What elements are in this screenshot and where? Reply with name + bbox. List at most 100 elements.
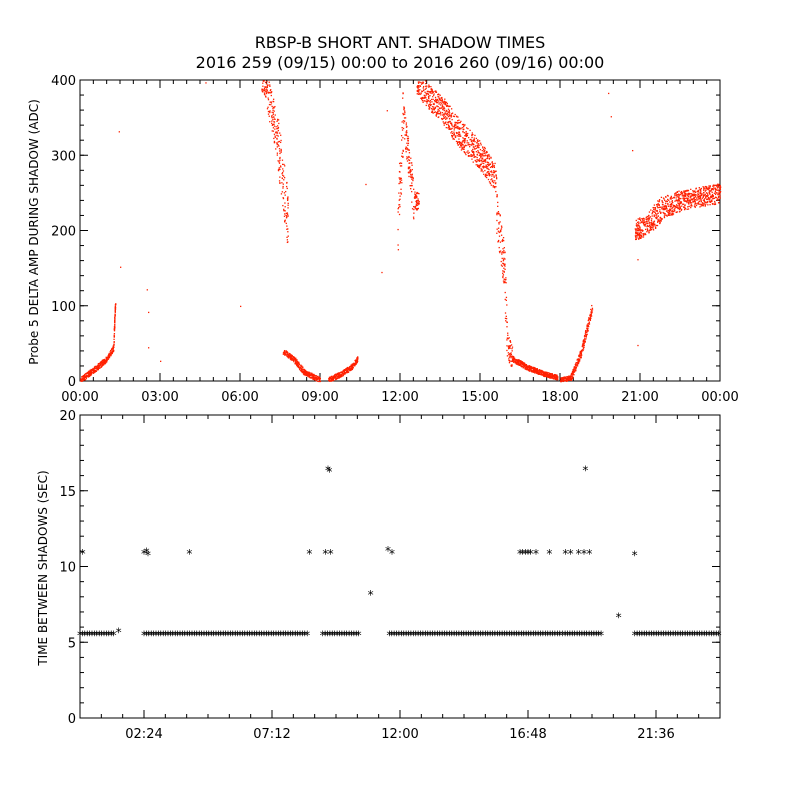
data-point xyxy=(101,364,103,366)
data-point xyxy=(671,213,673,215)
data-point xyxy=(718,187,721,189)
data-point xyxy=(279,152,281,155)
data-point xyxy=(674,194,676,196)
data-point xyxy=(98,367,100,369)
data-point: * xyxy=(237,629,243,643)
data-point xyxy=(109,354,111,356)
data-point xyxy=(94,367,96,370)
data-point xyxy=(402,149,404,152)
data-point xyxy=(578,354,580,356)
data-point xyxy=(638,218,641,220)
data-point: * xyxy=(242,629,248,643)
data-point xyxy=(544,371,546,373)
data-point: * xyxy=(550,629,556,643)
data-point: * xyxy=(215,629,221,643)
data-point xyxy=(476,156,478,159)
data-point xyxy=(565,380,568,382)
data-point xyxy=(289,356,291,358)
data-point: * xyxy=(336,629,342,643)
data-point: * xyxy=(170,629,176,643)
data-point xyxy=(636,224,639,226)
data-point xyxy=(485,164,487,166)
data-point xyxy=(268,103,271,106)
data-point xyxy=(510,354,513,356)
data-point xyxy=(85,377,87,379)
data-point xyxy=(450,132,452,134)
data-point xyxy=(583,342,585,345)
data-point xyxy=(688,205,690,208)
data-point xyxy=(654,223,656,226)
data-point xyxy=(580,352,583,355)
data-point xyxy=(690,188,692,190)
data-point xyxy=(283,163,285,166)
data-point xyxy=(416,200,419,202)
data-point xyxy=(546,376,548,378)
data-point xyxy=(271,91,273,93)
data-point: * xyxy=(449,629,455,643)
data-point xyxy=(712,195,714,197)
data-point xyxy=(672,206,674,208)
data-point xyxy=(459,143,461,145)
data-point xyxy=(657,207,659,209)
data-point xyxy=(283,210,285,212)
data-point xyxy=(487,155,489,157)
data-point xyxy=(704,186,706,188)
data-point xyxy=(579,350,582,353)
data-point xyxy=(576,361,578,364)
data-point xyxy=(680,197,682,200)
data-point xyxy=(284,202,286,204)
data-point xyxy=(529,369,532,371)
data-point xyxy=(429,102,431,104)
data-point xyxy=(544,373,546,376)
data-point xyxy=(664,208,666,211)
data-point xyxy=(486,172,488,174)
data-point xyxy=(671,203,673,206)
data-point xyxy=(639,220,642,222)
data-point xyxy=(434,96,437,99)
data-point xyxy=(574,369,576,371)
data-point: * xyxy=(327,629,333,643)
data-point xyxy=(404,111,406,114)
data-point xyxy=(549,374,551,376)
data-point xyxy=(426,90,429,93)
data-point xyxy=(667,203,669,206)
data-point xyxy=(402,156,404,158)
data-point xyxy=(460,149,463,151)
data-point xyxy=(301,367,303,370)
data-point xyxy=(471,150,473,152)
data-point: * xyxy=(523,629,529,643)
data-point xyxy=(337,373,339,376)
data-point xyxy=(656,204,658,206)
y-tick-label: 5 xyxy=(68,636,76,651)
data-point xyxy=(270,89,272,91)
data-point xyxy=(502,240,505,242)
data-point xyxy=(511,364,513,366)
data-point xyxy=(699,196,702,198)
data-point xyxy=(421,82,423,84)
data-point: * xyxy=(208,629,214,643)
data-point xyxy=(560,378,563,380)
data-point xyxy=(526,366,528,368)
data-point xyxy=(319,380,321,383)
data-point xyxy=(294,362,296,365)
data-point xyxy=(338,372,340,374)
x-tick-label: 09:00 xyxy=(301,390,338,405)
data-point xyxy=(473,140,475,142)
data-point xyxy=(646,222,649,225)
data-point xyxy=(486,174,488,176)
data-point xyxy=(531,370,534,372)
data-point xyxy=(481,158,483,160)
data-point: * xyxy=(644,629,650,643)
data-point xyxy=(506,355,509,357)
data-point xyxy=(585,338,587,340)
data-point xyxy=(709,195,712,197)
data-point: * xyxy=(593,629,599,643)
data-point xyxy=(683,196,685,198)
data-point xyxy=(355,359,357,361)
data-point xyxy=(421,99,424,102)
data-point xyxy=(699,196,702,199)
data-point xyxy=(484,149,486,152)
data-point xyxy=(100,363,102,366)
data-point xyxy=(523,362,526,364)
data-point xyxy=(411,201,413,203)
